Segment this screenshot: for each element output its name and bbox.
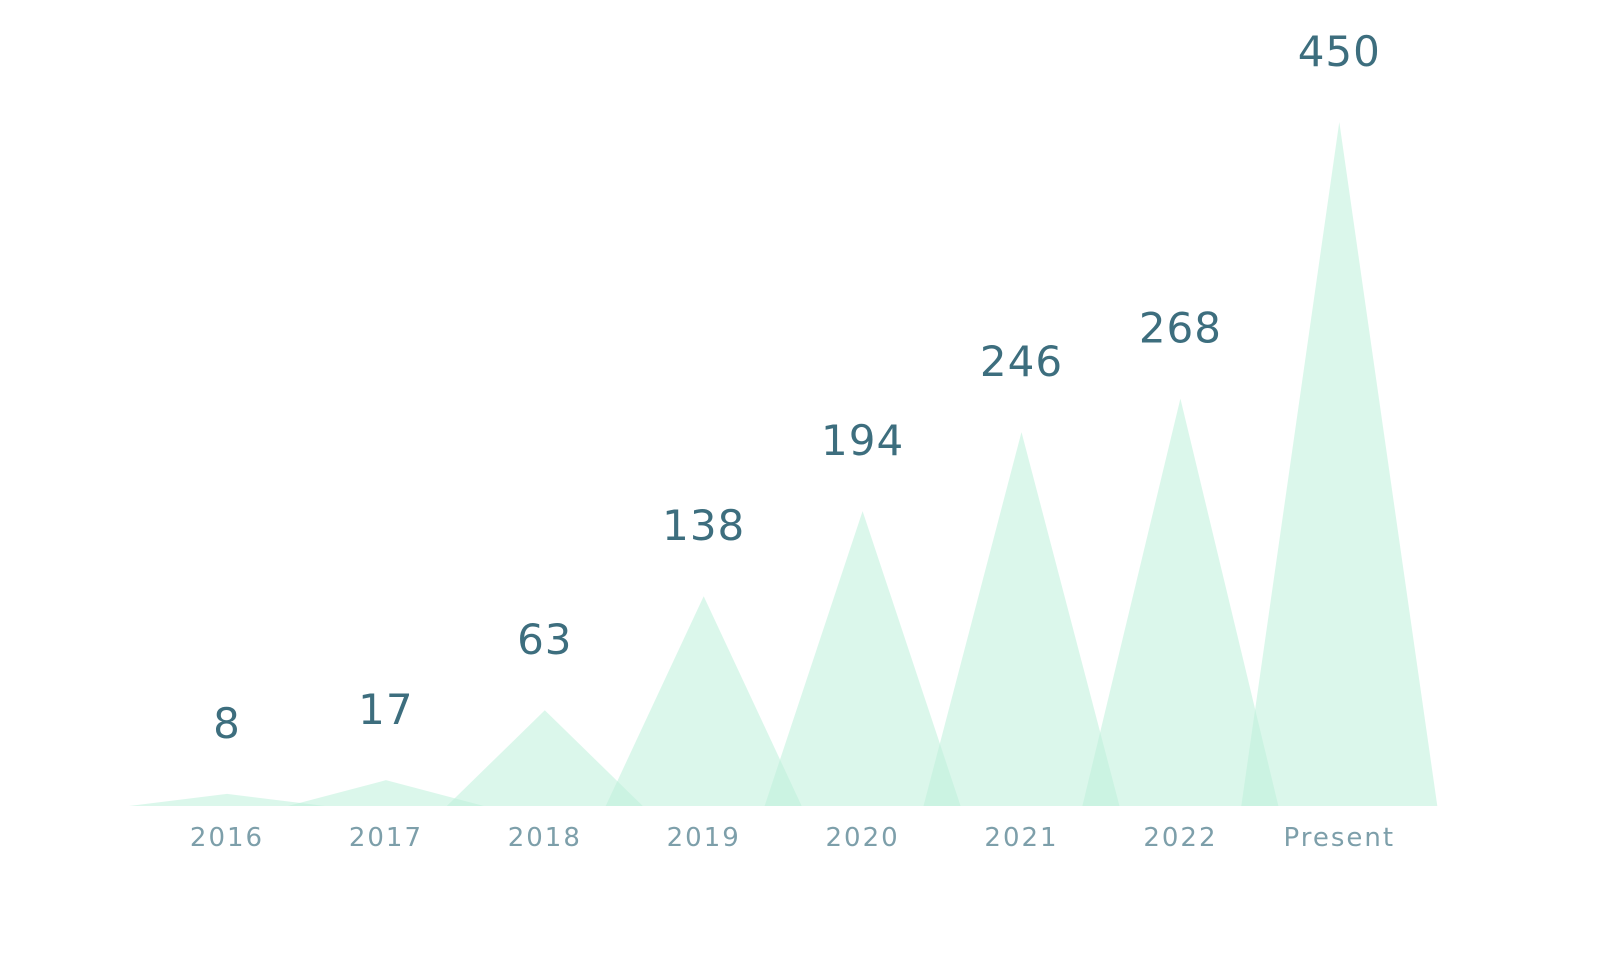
triangle-bar [605, 596, 802, 806]
value-label: 63 [517, 615, 572, 664]
value-label: 17 [358, 685, 413, 734]
triangle-bar [129, 793, 325, 806]
triangle-bar [764, 511, 961, 806]
x-tick-label: 2020 [826, 823, 900, 853]
triangle-bar [1241, 122, 1438, 806]
value-label: 8 [213, 699, 241, 748]
value-label: 246 [980, 337, 1063, 386]
triangle-bar [446, 710, 643, 806]
value-label: 450 [1298, 27, 1381, 76]
triangle-bar [287, 780, 484, 806]
x-tick-label: 2019 [667, 823, 741, 853]
x-tick-label: 2021 [984, 823, 1058, 853]
value-label: 194 [821, 416, 904, 465]
x-tick-label: 2016 [190, 823, 264, 853]
x-tick-label: 2017 [349, 823, 423, 853]
x-tick-label: Present [1284, 823, 1396, 853]
x-tick-label: 2022 [1143, 823, 1217, 853]
x-tick-label: 2018 [508, 823, 582, 853]
value-label: 138 [662, 501, 745, 550]
value-label: 268 [1139, 304, 1222, 353]
triangle-bar [923, 432, 1120, 806]
triangle-bar [1082, 398, 1279, 806]
